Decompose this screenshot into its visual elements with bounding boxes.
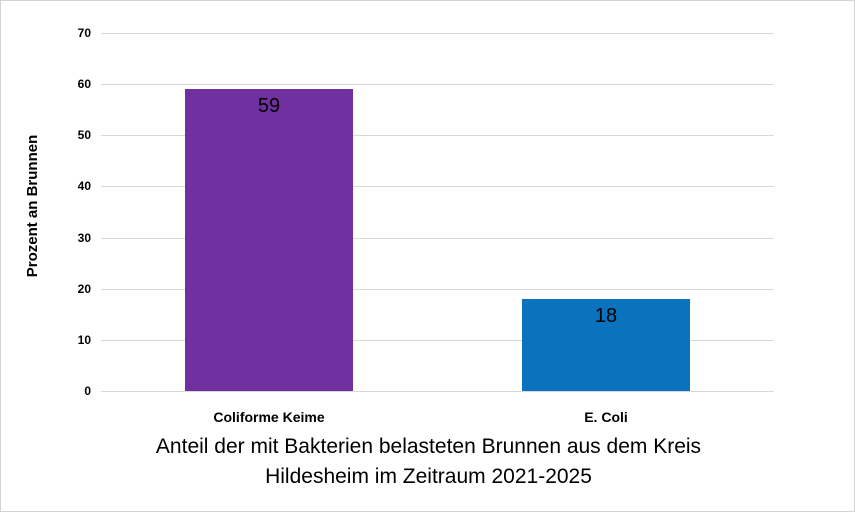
bar-value-label: 18 [594, 305, 618, 327]
gridline [101, 340, 774, 341]
gridline [101, 84, 774, 85]
chart-title: Anteil der mit Bakterien belasteten Brun… [1, 432, 854, 492]
chart-title-line-2: Hildesheim im Zeitraum 2021-2025 [265, 465, 592, 488]
gridline [101, 391, 774, 392]
gridline [101, 33, 774, 34]
y-tick-label: 40 [77, 179, 91, 193]
x-category-label: Coliforme Keime [213, 409, 325, 425]
y-axis-title: Prozent an Brunnen [24, 134, 41, 278]
y-tick-label: 0 [84, 384, 91, 398]
y-tick-label: 70 [77, 26, 91, 40]
bar-value-label: 59 [257, 95, 281, 117]
x-category-label: E. Coli [584, 409, 628, 425]
gridline [101, 238, 774, 239]
chart-title-line-1: Anteil der mit Bakterien belasteten Brun… [155, 435, 702, 458]
y-tick-label: 10 [77, 333, 91, 347]
gridline [101, 186, 774, 187]
y-tick-label: 60 [77, 77, 91, 91]
gridline [101, 135, 774, 136]
y-tick-label: 30 [77, 231, 91, 245]
bar-0 [185, 89, 353, 391]
y-tick-label: 20 [77, 282, 91, 296]
y-tick-label: 50 [77, 128, 91, 142]
gridline [101, 289, 774, 290]
bar-1 [522, 299, 690, 391]
